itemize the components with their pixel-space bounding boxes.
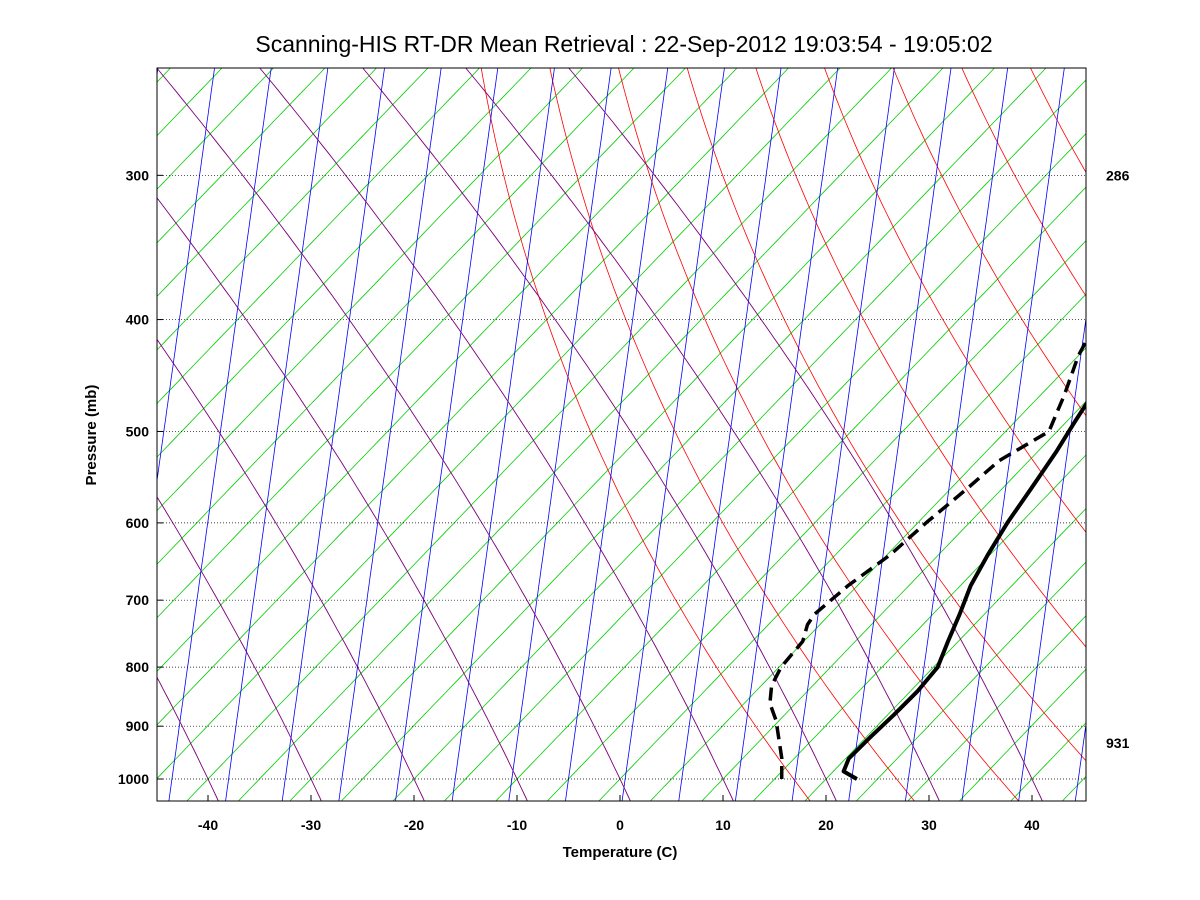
mixing-ratio-line <box>546 240 1086 801</box>
x-tick-label: 40 <box>1024 817 1040 833</box>
mixing-ratio-line <box>804 507 1086 801</box>
mixing-ratio-line <box>443 132 1086 801</box>
isentrope-line <box>1018 315 1086 801</box>
moist-adiabat-line <box>157 68 631 801</box>
mixing-ratio-line <box>598 293 1086 801</box>
isentrope-line <box>848 68 952 801</box>
mixing-ratio-line <box>289 68 996 801</box>
isentrope-line <box>961 68 1065 801</box>
y-tick-label: 500 <box>126 423 150 439</box>
isentrope-line <box>168 68 272 801</box>
x-tick-label: 30 <box>921 817 937 833</box>
mixing-ratio-line <box>752 454 1086 801</box>
dry-adiabat-line <box>618 68 1020 801</box>
moist-adiabat-line <box>259 68 734 801</box>
mixing-ratio-line <box>186 68 893 801</box>
y-axis-label: Pressure (mb) <box>83 385 100 486</box>
y-tick-label: 600 <box>126 515 150 531</box>
mixing-ratio-line <box>157 68 790 726</box>
x-tick-label: 0 <box>616 817 624 833</box>
mixing-ratio-line <box>495 186 1086 801</box>
mixing-ratio-line <box>157 68 635 565</box>
mixing-ratio-line <box>649 347 1086 801</box>
isentrope-line <box>791 68 895 801</box>
moist-adiabat-line <box>568 68 1043 801</box>
dry-adiabat-line <box>549 68 915 801</box>
right-label: 931 <box>1106 735 1130 751</box>
isentrope-line <box>508 68 612 801</box>
mixing-ratio-line <box>157 68 738 672</box>
isentrope-line <box>225 68 329 801</box>
y-tick-label: 400 <box>126 312 150 328</box>
chart-title: Scanning-HIS RT-DR Mean Retrieval : 22-S… <box>255 31 992 57</box>
x-tick-label: -40 <box>198 817 218 833</box>
mixing-ratio-line <box>237 68 944 801</box>
temperature-profile-line <box>841 400 1086 781</box>
isentrope-line <box>565 68 669 801</box>
isentrope-line <box>338 68 442 801</box>
background-grid <box>157 68 1086 801</box>
isentrope-line <box>621 68 725 801</box>
isentrope-line <box>395 68 499 801</box>
x-axis: -40 -30 -20 -10 0 10 20 30 40 <box>198 795 1040 833</box>
y-tick-label: 700 <box>126 592 150 608</box>
x-tick-label: -10 <box>507 817 527 833</box>
y-tick-label: 900 <box>126 718 150 734</box>
x-tick-label: 10 <box>715 817 731 833</box>
dry-adiabat-line <box>755 68 1086 648</box>
mixing-ratio-line <box>157 68 841 780</box>
moist-adiabat-line <box>157 197 528 801</box>
plot-frame <box>156 67 1087 802</box>
isentrope-line <box>735 68 839 801</box>
mixing-ratio-line <box>701 400 1086 801</box>
sounding-series <box>768 337 1086 781</box>
mixing-ratio-line <box>340 68 1047 801</box>
x-tick-label: -20 <box>404 817 424 833</box>
moist-adiabat-line <box>157 496 322 801</box>
isentrope-line <box>281 68 385 801</box>
isentrope-line <box>904 68 1009 801</box>
isentrope-line <box>678 68 782 801</box>
moist-adiabat-line <box>465 68 940 801</box>
x-axis-label: Temperature (C) <box>563 844 678 861</box>
x-tick-label: -30 <box>301 817 321 833</box>
y-tick-label: 300 <box>126 167 150 183</box>
mixing-ratio-line <box>157 68 687 619</box>
pressure-gridlines <box>157 174 1086 780</box>
right-label: 286 <box>1106 167 1130 183</box>
isentrope-line <box>451 68 555 801</box>
x-tick-label: 20 <box>818 817 834 833</box>
dewpoint-profile-line <box>768 337 1086 780</box>
y-axis: 5060708090100200300400500600700800900100… <box>118 167 163 787</box>
dry-adiabat-line <box>480 68 811 801</box>
moist-adiabat-line <box>157 338 425 801</box>
right-labels: 286 931 <box>1106 167 1130 751</box>
moist-adiabat-line <box>362 68 837 801</box>
dry-adiabat-line <box>686 68 1086 762</box>
y-tick-label: 800 <box>126 659 150 675</box>
mixing-ratio-line <box>392 79 1086 801</box>
y-tick-label: 1000 <box>118 771 149 787</box>
